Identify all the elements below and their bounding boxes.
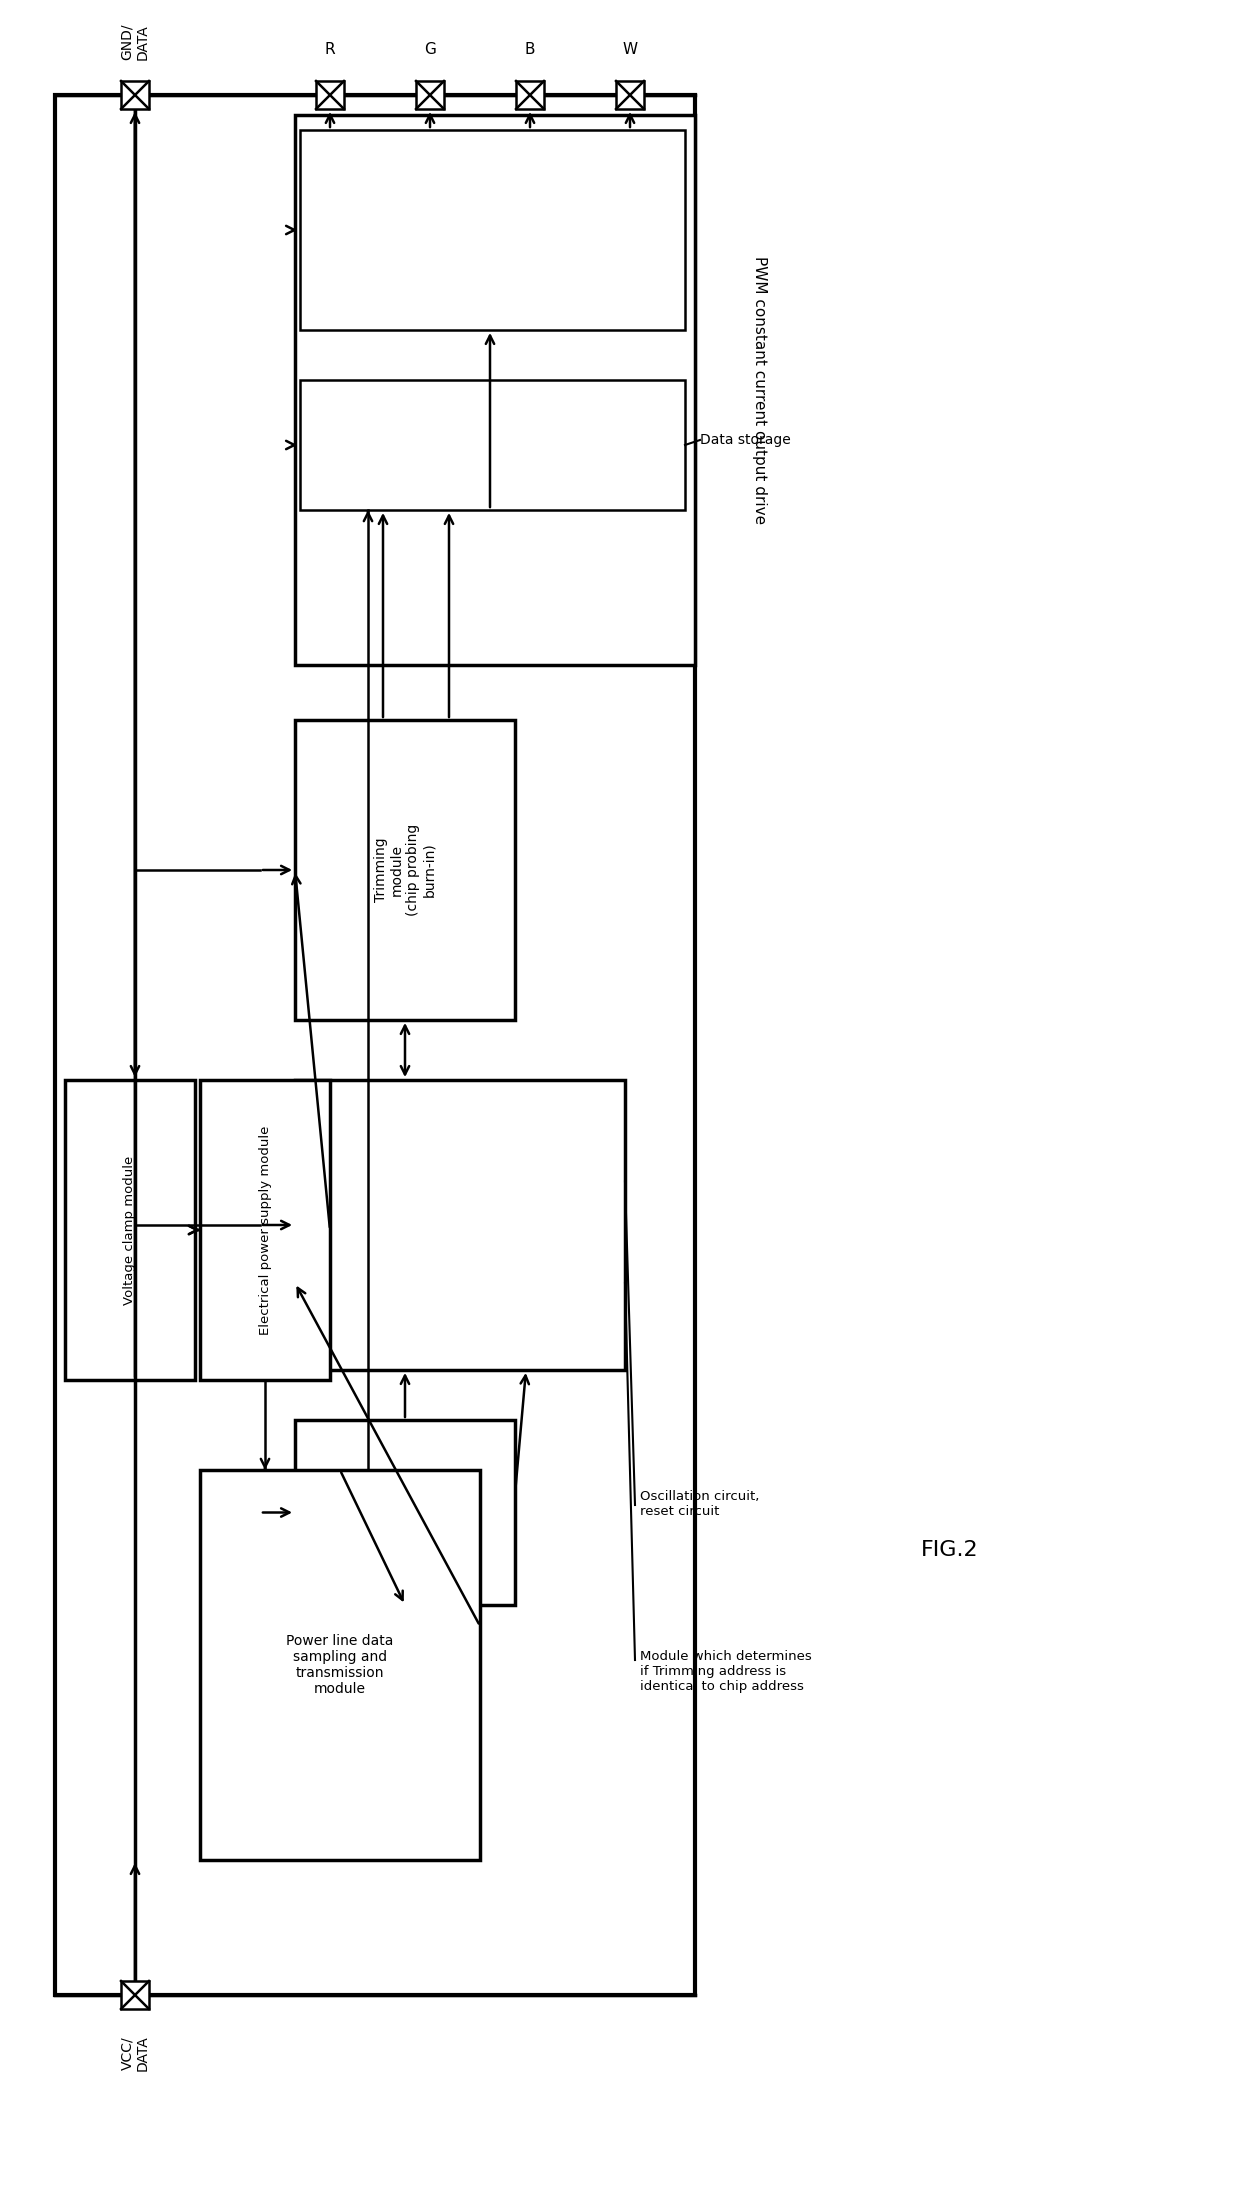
Bar	[516, 81, 544, 109]
Text: G: G	[424, 42, 436, 57]
Text: B: B	[525, 42, 536, 57]
Bar	[300, 380, 684, 509]
Bar	[122, 81, 149, 109]
Text: GND/
DATA: GND/ DATA	[120, 24, 150, 59]
Bar	[295, 1079, 625, 1370]
Text: Electrical power supply module: Electrical power supply module	[258, 1125, 272, 1335]
Text: VCC/
DATA: VCC/ DATA	[120, 2034, 150, 2071]
Bar	[55, 94, 694, 1995]
Bar	[616, 81, 644, 109]
Bar	[122, 1982, 149, 2008]
Text: Module which determines
if Trimming address is
identical to chip address: Module which determines if Trimming addr…	[640, 1650, 812, 1693]
Text: Voltage clamp module: Voltage clamp module	[124, 1156, 136, 1304]
Text: Data storage: Data storage	[701, 433, 791, 448]
Bar	[295, 1420, 515, 1606]
Text: PWM constant current output drive: PWM constant current output drive	[753, 256, 768, 524]
Text: FIG.2: FIG.2	[921, 1540, 978, 1560]
Bar	[295, 116, 694, 664]
Text: R: R	[325, 42, 335, 57]
Text: Power line data
sampling and
transmission
module: Power line data sampling and transmissio…	[286, 1634, 393, 1696]
Bar	[200, 1471, 480, 1859]
Bar	[295, 721, 515, 1020]
Bar	[415, 81, 444, 109]
Text: W: W	[622, 42, 637, 57]
Text: Oscillation circuit,
reset circuit: Oscillation circuit, reset circuit	[640, 1490, 759, 1519]
Bar	[200, 1079, 330, 1381]
Bar	[64, 1079, 195, 1381]
Bar	[300, 129, 684, 330]
Bar	[316, 81, 343, 109]
Text: Trimming
module
(chip probing
burn-in): Trimming module (chip probing burn-in)	[373, 824, 436, 916]
